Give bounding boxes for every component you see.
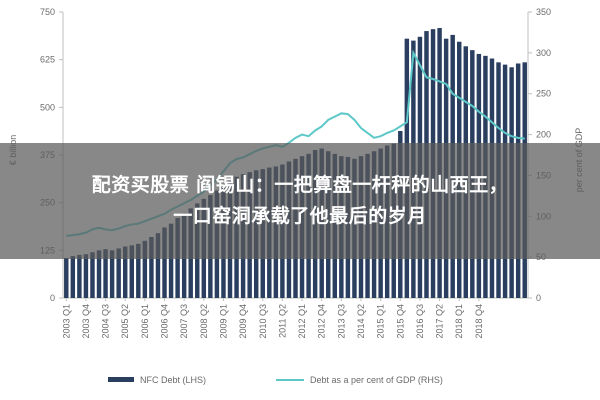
x-tick-label: 2012 Q1 — [297, 304, 307, 339]
bar-0 — [64, 257, 69, 298]
title-overlay-banner: 配资买股票 阎锡山：一把算盘一杆秤的山西王， 一口窑洞承载了他最后的岁月 — [0, 143, 600, 259]
overlay-title-line-1: 配资买股票 阎锡山：一把算盘一杆秤的山西王， — [91, 174, 509, 196]
bar-6 — [103, 249, 108, 298]
x-tick-label: 2007 Q3 — [179, 304, 189, 339]
right-tick-label: 300 — [536, 48, 551, 58]
x-tick-label: 2005 Q2 — [120, 304, 130, 339]
bar-10 — [129, 245, 134, 298]
bar-8 — [116, 248, 121, 298]
x-tick-label: 2004 Q3 — [101, 304, 111, 339]
bar-5 — [96, 250, 102, 298]
bar-2 — [77, 254, 82, 298]
left-tick-label: 750 — [40, 7, 55, 17]
bar-1 — [70, 256, 76, 298]
right-tick-label: 250 — [536, 89, 551, 99]
bar-3 — [83, 254, 89, 298]
x-tick-label: 2015 Q4 — [395, 304, 405, 339]
bar-13 — [149, 236, 154, 298]
left-tick-label: 500 — [40, 102, 55, 112]
x-tick-label: 2010 Q3 — [258, 304, 268, 339]
x-tick-label: 2018 Q4 — [474, 304, 484, 339]
x-tick-label: 2009 Q1 — [218, 304, 228, 339]
x-tick-label: 2006 Q4 — [160, 304, 170, 339]
legend: NFC Debt (LHS) Debt as a per cent of GDP… — [108, 375, 443, 385]
left-tick-label: 0 — [50, 293, 55, 303]
bar-16 — [168, 223, 174, 298]
x-tick-label: 2018 Q1 — [454, 304, 464, 339]
overlay-title-line-2: 一口窑洞承载了他最后的岁月 — [173, 205, 427, 227]
x-tick-label: 2011 Q2 — [277, 304, 287, 338]
left-tick-label: 625 — [40, 55, 55, 65]
x-tick-label: 2017 Q2 — [435, 304, 445, 339]
legend-swatch-nfc-debt — [108, 377, 134, 382]
legend-label-nfc-debt: NFC Debt (LHS) — [140, 375, 206, 385]
x-tick-label: 2013 Q3 — [336, 304, 346, 339]
x-tick-label: 2016 Q3 — [415, 304, 425, 339]
x-tick-label: 2003 Q1 — [61, 304, 71, 339]
right-tick-label: 0 — [536, 293, 541, 303]
x-tick-label: 2012 Q4 — [317, 304, 327, 339]
x-tick-label: 2003 Q4 — [81, 304, 91, 339]
legend-label-debt-gdp: Debt as a per cent of GDP (RHS) — [310, 375, 443, 385]
x-tick-label: 2008 Q2 — [199, 304, 209, 339]
x-tick-label: 2009 Q4 — [238, 304, 248, 339]
bar-15 — [162, 227, 167, 298]
x-tick-label: 2006 Q1 — [140, 304, 150, 339]
bar-14 — [155, 233, 161, 298]
right-tick-label: 350 — [536, 7, 551, 17]
bar-7 — [109, 250, 115, 298]
bar-9 — [122, 246, 128, 298]
x-tick-label: 2014 Q2 — [356, 304, 366, 339]
x-tick-label: 2015 Q1 — [376, 304, 386, 339]
bar-12 — [142, 240, 148, 298]
bar-4 — [90, 252, 95, 298]
right-tick-label: 200 — [536, 130, 551, 140]
bar-11 — [136, 243, 141, 298]
x-axis: 2003 Q1 2003 Q4 2004 Q3 2005 Q2 2006 Q1 2006 … — [61, 298, 484, 339]
